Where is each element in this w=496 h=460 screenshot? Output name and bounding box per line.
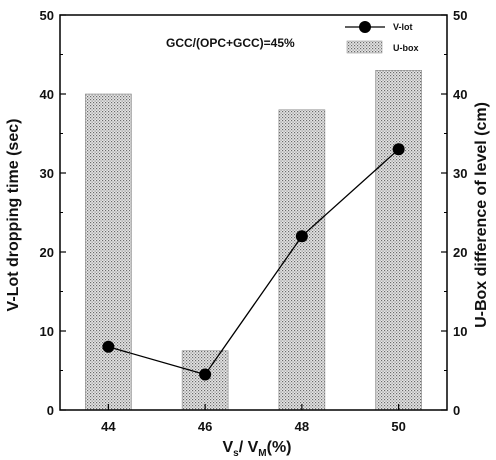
y-left-tick-label: 10 [40, 324, 54, 339]
ubox-bar-48 [278, 109, 326, 411]
legend: V-lot U-box [345, 21, 419, 54]
y-right-tick-label: 0 [453, 403, 460, 418]
x-tick-label: 46 [198, 419, 212, 434]
y-left-tick-label: 30 [40, 166, 54, 181]
line-layer [102, 143, 405, 381]
annotation: GCC/(OPC+GCC)=45% [166, 36, 295, 50]
x-axis-title: Vs/ VM(%) [222, 439, 291, 459]
vlot-line [108, 148, 400, 376]
vlot-point-46 [199, 368, 212, 381]
legend-vlot-marker [359, 21, 371, 33]
vlot-point-50 [392, 143, 405, 156]
y-left-tick-label: 0 [47, 403, 54, 418]
x-tick-label: 44 [101, 419, 116, 434]
legend-ubox-swatch [346, 40, 383, 54]
x-tick-label: 50 [391, 419, 405, 434]
x-axis: 44 46 48 50 [101, 404, 406, 434]
legend-ubox-label: U-box [393, 43, 419, 53]
y-left-tick-label: 50 [40, 8, 54, 23]
y-right-axis-title: U-Box difference of level (cm) [473, 102, 490, 328]
y-left-tick-label: 40 [40, 87, 54, 102]
vlot-point-48 [295, 230, 308, 243]
x-tick-label: 48 [295, 419, 309, 434]
vlot-point-44 [102, 340, 115, 353]
y-right-tick-label: 30 [453, 166, 467, 181]
y-left-axis-title: V-Lot dropping time (sec) [5, 119, 22, 312]
y-right-tick-label: 40 [453, 87, 467, 102]
y-right-tick-label: 10 [453, 324, 467, 339]
y-right-tick-label: 20 [453, 245, 467, 260]
right-axis: 0 10 20 30 40 50 [441, 8, 467, 418]
ubox-bar-44 [85, 93, 132, 411]
ubox-bar-50 [375, 70, 422, 411]
bars-layer [85, 70, 422, 411]
y-left-tick-label: 20 [40, 245, 54, 260]
left-axis: 0 10 20 30 40 50 [40, 8, 66, 418]
legend-vlot-label: V-lot [393, 22, 413, 32]
y-right-tick-label: 50 [453, 8, 467, 23]
